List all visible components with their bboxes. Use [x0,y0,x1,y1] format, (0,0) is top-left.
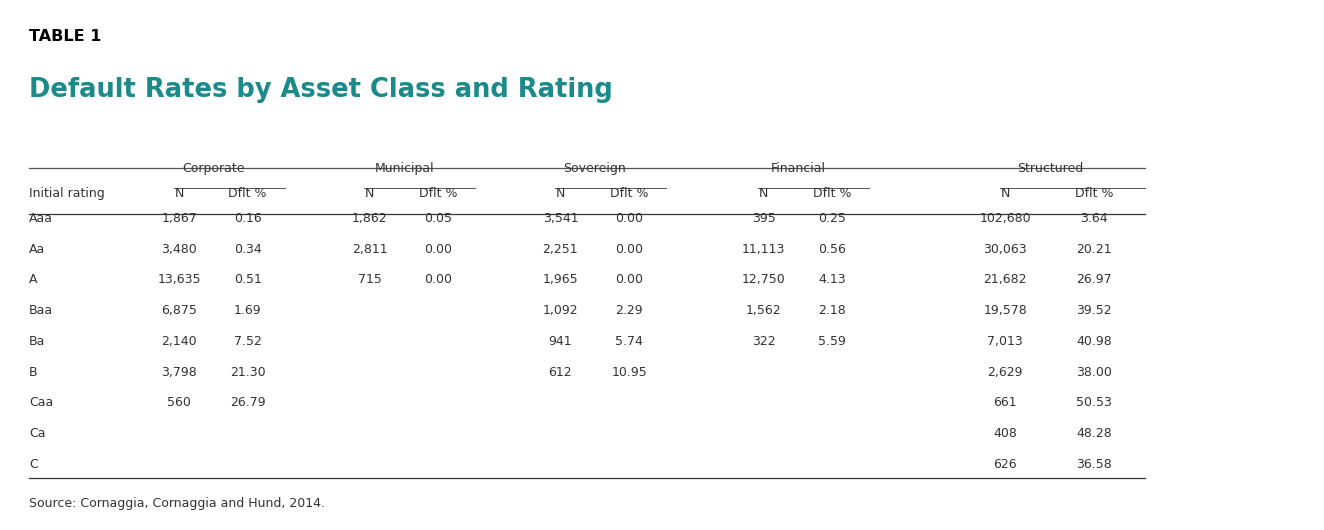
Text: N: N [1001,187,1010,200]
Text: 0.00: 0.00 [425,243,453,255]
Text: 102,680: 102,680 [980,212,1031,225]
Text: 3,480: 3,480 [162,243,197,255]
Text: 1,862: 1,862 [352,212,388,225]
Text: 38.00: 38.00 [1076,366,1112,378]
Text: Financial: Financial [771,162,826,175]
Text: 626: 626 [993,458,1017,471]
Text: 395: 395 [752,212,776,225]
Text: 612: 612 [548,366,572,378]
Text: 715: 715 [357,273,381,286]
Text: Structured: Structured [1017,162,1083,175]
Text: 1,965: 1,965 [543,273,579,286]
Text: 7.52: 7.52 [234,335,262,348]
Text: 2.18: 2.18 [818,304,846,317]
Text: Dflt %: Dflt % [229,187,267,200]
Text: Dflt %: Dflt % [610,187,649,200]
Text: Baa: Baa [29,304,53,317]
Text: C: C [29,458,38,471]
Text: 0.00: 0.00 [425,273,453,286]
Text: 1.69: 1.69 [234,304,262,317]
Text: A: A [29,273,37,286]
Text: 0.51: 0.51 [234,273,262,286]
Text: 20.21: 20.21 [1076,243,1112,255]
Text: 6,875: 6,875 [162,304,197,317]
Text: 0.00: 0.00 [616,212,643,225]
Text: Aaa: Aaa [29,212,53,225]
Text: 21.30: 21.30 [230,366,266,378]
Text: N: N [365,187,375,200]
Text: 1,092: 1,092 [543,304,579,317]
Text: 4.13: 4.13 [818,273,846,286]
Text: Ca: Ca [29,427,45,440]
Text: 2.29: 2.29 [616,304,643,317]
Text: 50.53: 50.53 [1076,396,1112,409]
Text: 2,251: 2,251 [543,243,579,255]
Text: 0.00: 0.00 [616,273,643,286]
Text: Sovereign: Sovereign [564,162,626,175]
Text: Initial rating: Initial rating [29,187,105,200]
Text: 408: 408 [993,427,1017,440]
Text: 7,013: 7,013 [988,335,1023,348]
Text: 941: 941 [548,335,572,348]
Text: 2,629: 2,629 [988,366,1023,378]
Text: 1,867: 1,867 [162,212,197,225]
Text: 0.05: 0.05 [425,212,453,225]
Text: N: N [759,187,768,200]
Text: Aa: Aa [29,243,45,255]
Text: Dflt %: Dflt % [420,187,458,200]
Text: 36.58: 36.58 [1076,458,1112,471]
Text: 26.79: 26.79 [230,396,266,409]
Text: 30,063: 30,063 [984,243,1027,255]
Text: Corporate: Corporate [183,162,245,175]
Text: TABLE 1: TABLE 1 [29,29,102,44]
Text: 661: 661 [993,396,1017,409]
Text: 2,140: 2,140 [162,335,197,348]
Text: 3.64: 3.64 [1080,212,1108,225]
Text: 5.74: 5.74 [616,335,643,348]
Text: Municipal: Municipal [375,162,434,175]
Text: 0.56: 0.56 [818,243,846,255]
Text: 560: 560 [167,396,191,409]
Text: 0.00: 0.00 [616,243,643,255]
Text: Source: Cornaggia, Cornaggia and Hund, 2014.: Source: Cornaggia, Cornaggia and Hund, 2… [29,497,326,510]
Text: 322: 322 [752,335,776,348]
Text: N: N [556,187,565,200]
Text: Ba: Ba [29,335,45,348]
Text: 11,113: 11,113 [741,243,785,255]
Text: Dflt %: Dflt % [1075,187,1113,200]
Text: 19,578: 19,578 [984,304,1027,317]
Text: 40.98: 40.98 [1076,335,1112,348]
Text: 26.97: 26.97 [1076,273,1112,286]
Text: Dflt %: Dflt % [813,187,851,200]
Text: 12,750: 12,750 [741,273,785,286]
Text: B: B [29,366,38,378]
Text: 1,562: 1,562 [745,304,781,317]
Text: 21,682: 21,682 [984,273,1027,286]
Text: 13,635: 13,635 [158,273,201,286]
Text: 0.16: 0.16 [234,212,262,225]
Text: 39.52: 39.52 [1076,304,1112,317]
Text: 10.95: 10.95 [612,366,647,378]
Text: N: N [175,187,184,200]
Text: 5.59: 5.59 [818,335,846,348]
Text: 3,541: 3,541 [543,212,579,225]
Text: Caa: Caa [29,396,53,409]
Text: Default Rates by Asset Class and Rating: Default Rates by Asset Class and Rating [29,77,613,103]
Text: 0.34: 0.34 [234,243,262,255]
Text: 0.25: 0.25 [818,212,846,225]
Text: 3,798: 3,798 [162,366,197,378]
Text: 48.28: 48.28 [1076,427,1112,440]
Text: 2,811: 2,811 [352,243,388,255]
